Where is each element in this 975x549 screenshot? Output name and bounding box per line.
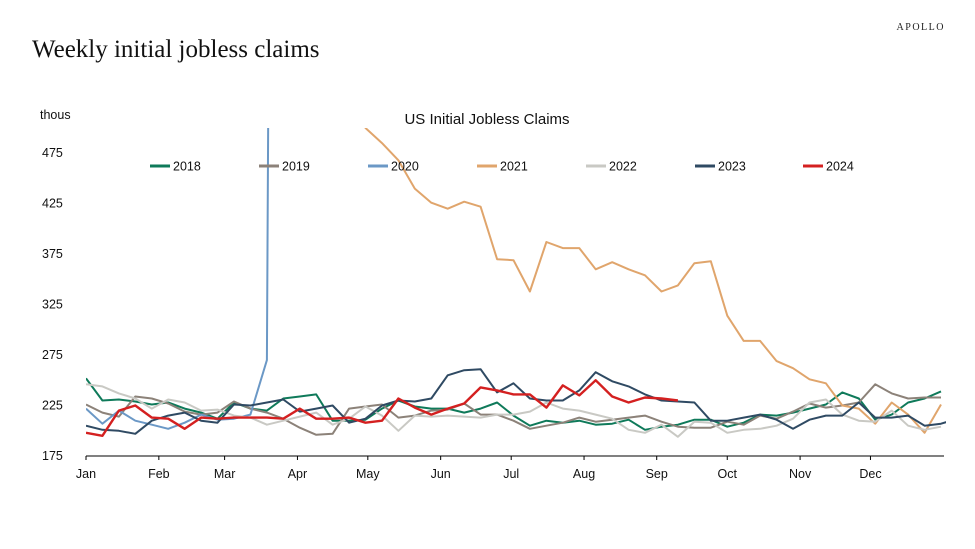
series-line-2024 xyxy=(86,379,679,437)
series-lines xyxy=(86,128,946,438)
y-tick-label: 425 xyxy=(42,197,63,211)
x-axis-ticks: Jan Feb Mar Apr May Jun Jul Aug Sep Oct Nov Dec xyxy=(76,456,882,481)
legend-label-2021: 2021 xyxy=(500,160,528,174)
x-tick-label: Feb xyxy=(148,467,170,481)
x-tick-label: Aug xyxy=(573,467,595,481)
legend-label-2020: 2020 xyxy=(391,160,419,174)
x-tick-label: Jan xyxy=(76,467,96,481)
legend-label-2022: 2022 xyxy=(609,160,637,174)
x-tick-label: Jul xyxy=(503,467,519,481)
x-tick-label: Dec xyxy=(859,467,881,481)
y-tick-label: 375 xyxy=(42,247,63,261)
legend-label-2019: 2019 xyxy=(282,160,310,174)
x-tick-label: Oct xyxy=(718,467,738,481)
page-title: Weekly initial jobless claims xyxy=(32,36,320,63)
brand-logo: APOLLO xyxy=(896,22,945,33)
legend-label-2018: 2018 xyxy=(173,160,201,174)
x-tick-label: Jun xyxy=(431,467,451,481)
y-tick-label: 275 xyxy=(42,348,63,362)
legend: 2018 2019 2020 2021 2022 2023 2024 xyxy=(150,160,854,174)
legend-label-2023: 2023 xyxy=(718,160,746,174)
series-line-2021 xyxy=(364,128,942,434)
y-tick-label: 175 xyxy=(42,449,63,463)
y-axis-ticks: 175 225 275 325 375 425 475 xyxy=(42,146,63,463)
x-tick-label: Apr xyxy=(288,467,307,481)
x-tick-label: Mar xyxy=(214,467,236,481)
series-line-2022 xyxy=(86,383,942,438)
series-line-2019 xyxy=(86,383,941,436)
x-tick-label: May xyxy=(356,467,380,481)
y-tick-label: 475 xyxy=(42,146,63,160)
x-tick-label: Sep xyxy=(646,467,668,481)
series-line-2023 xyxy=(86,368,946,435)
y-tick-label: 225 xyxy=(42,399,63,413)
chart-title: US Initial Jobless Claims xyxy=(404,111,569,128)
y-tick-label: 325 xyxy=(42,298,63,312)
legend-label-2024: 2024 xyxy=(826,160,854,174)
series-line-2020 xyxy=(86,128,270,430)
x-tick-label: Nov xyxy=(789,467,812,481)
y-axis-unit-label: thous xyxy=(40,108,71,122)
